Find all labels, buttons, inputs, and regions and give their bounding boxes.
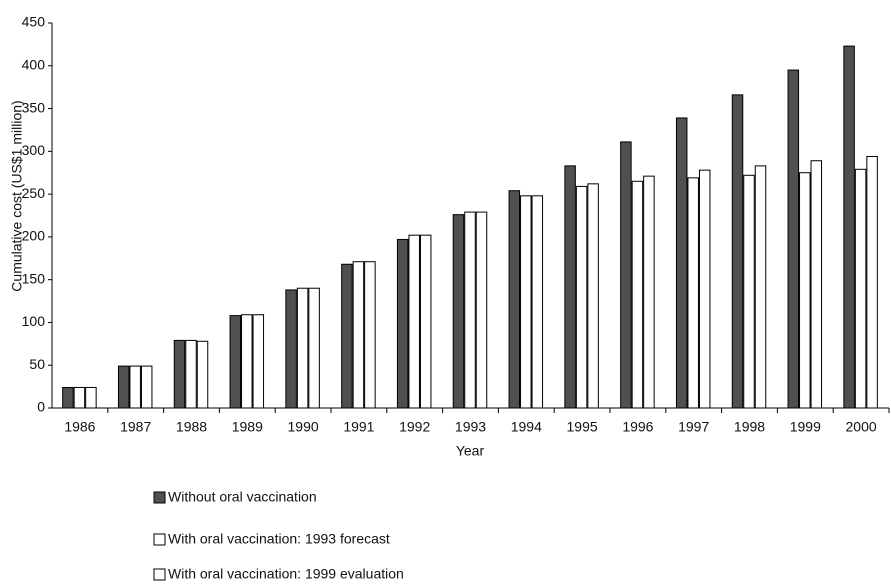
legend: Without oral vaccination With oral vacci… <box>153 489 404 582</box>
y-tick-label: 150 <box>22 270 46 286</box>
bar <box>85 386 97 409</box>
bar <box>810 160 823 409</box>
x-tick-label: 1990 <box>288 419 319 435</box>
bar <box>520 195 532 409</box>
legend-swatch <box>153 568 166 581</box>
x-tick-label: 1987 <box>120 419 151 435</box>
legend-swatch <box>153 533 166 546</box>
bar <box>229 315 242 409</box>
x-tick-label: 1988 <box>176 419 207 435</box>
bar <box>129 365 141 409</box>
bar <box>531 195 544 409</box>
bar <box>408 234 420 409</box>
x-tick-label: 1997 <box>678 419 709 435</box>
y-tick-label: 450 <box>22 14 46 30</box>
y-axis-label: Cumulative cost (US$1 million) <box>9 100 25 291</box>
bar <box>185 339 197 409</box>
bar <box>843 45 855 409</box>
bar <box>687 177 699 409</box>
x-axis-label: Year <box>456 443 485 459</box>
bar <box>698 169 711 409</box>
bar <box>743 174 755 409</box>
bar <box>643 175 655 409</box>
y-tick-label: 200 <box>22 228 46 244</box>
bar <box>587 183 599 409</box>
bar <box>620 141 632 409</box>
bar <box>799 172 811 409</box>
legend-label: With oral vaccination: 1993 forecast <box>168 531 390 547</box>
x-tick-label: 1989 <box>232 419 263 435</box>
bar <box>631 180 644 409</box>
legend-label: With oral vaccination: 1999 evaluation <box>168 566 404 582</box>
bar <box>675 117 688 409</box>
bar <box>364 261 376 409</box>
bar <box>854 168 867 409</box>
bar <box>464 211 476 409</box>
bar <box>341 263 353 409</box>
bar <box>117 365 130 409</box>
y-tick-label: 400 <box>22 56 46 72</box>
bar <box>787 69 800 409</box>
x-tick-label: 1995 <box>567 419 598 435</box>
legend-label: Without oral vaccination <box>168 489 317 505</box>
y-tick-label: 50 <box>29 356 45 372</box>
bar <box>285 289 297 409</box>
bar <box>352 261 365 409</box>
bar <box>419 234 432 409</box>
y-tick-label: 350 <box>22 99 46 115</box>
y-tick-label: 250 <box>22 185 46 201</box>
bar <box>296 287 309 409</box>
bar <box>140 365 153 409</box>
bar <box>252 314 265 409</box>
bar <box>173 339 186 409</box>
y-tick-label: 300 <box>22 142 46 158</box>
x-tick-label: 1986 <box>64 419 95 435</box>
x-tick-label: 1999 <box>790 419 821 435</box>
bar <box>866 155 878 409</box>
x-tick-label: 1991 <box>343 419 374 435</box>
y-tick-label: 0 <box>37 399 45 415</box>
y-tick-label: 100 <box>22 313 46 329</box>
x-tick-label: 1996 <box>622 419 653 435</box>
bar <box>452 214 465 409</box>
bar <box>575 185 588 409</box>
bar <box>241 314 253 409</box>
x-tick-label: 1998 <box>734 419 765 435</box>
bar <box>564 165 576 409</box>
bar <box>731 94 744 409</box>
bar <box>508 190 521 409</box>
legend-swatch <box>153 491 166 504</box>
x-tick-label: 1994 <box>511 419 542 435</box>
x-tick-label: 1992 <box>399 419 430 435</box>
bar <box>396 238 409 409</box>
bar <box>754 165 767 409</box>
x-tick-label: 1993 <box>455 419 486 435</box>
bar <box>62 386 74 409</box>
x-tick-label: 2000 <box>846 419 877 435</box>
bar <box>73 386 86 409</box>
bar <box>308 287 320 409</box>
bar <box>196 340 209 409</box>
bar <box>475 211 488 409</box>
